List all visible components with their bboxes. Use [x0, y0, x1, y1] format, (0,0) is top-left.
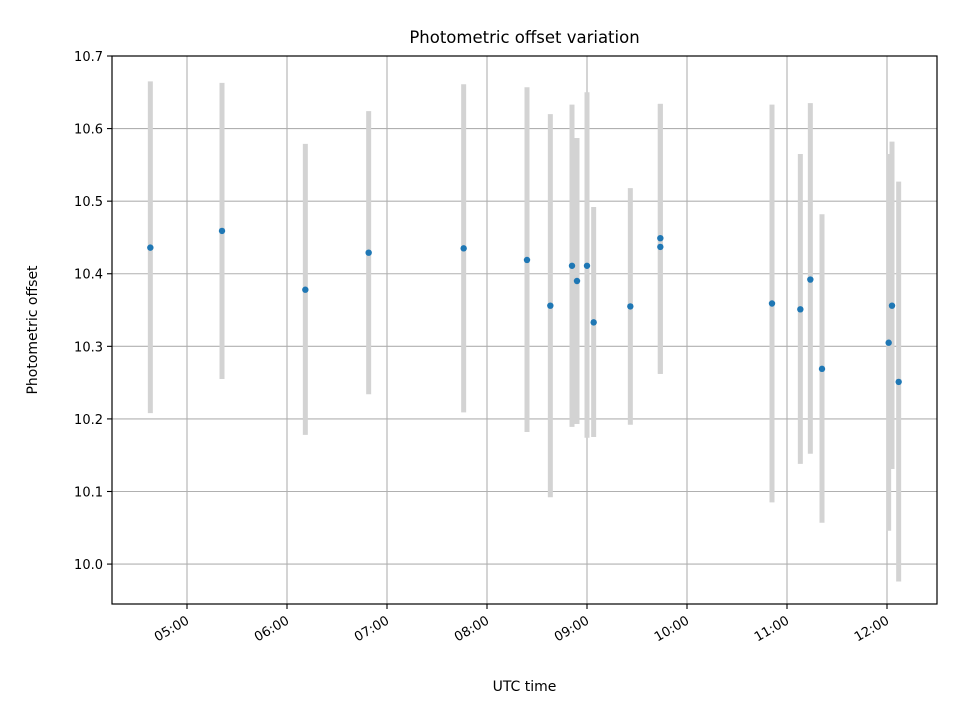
y-tick-label: 10.2 [74, 413, 103, 428]
data-point [568, 262, 576, 269]
y-tick-label: 10.3 [74, 340, 103, 355]
data-point [818, 365, 826, 373]
x-tick-label: 06:00 [252, 613, 292, 645]
data-point [147, 244, 154, 251]
data-point [547, 302, 554, 309]
data-point [583, 262, 591, 269]
data-point [895, 378, 902, 386]
data-point [590, 319, 597, 326]
data-point [627, 303, 634, 310]
data-point [523, 256, 531, 264]
data-point [885, 339, 892, 346]
data-point [768, 300, 776, 307]
data-point [797, 306, 804, 313]
data-point [657, 243, 664, 251]
y-tick-label: 10.5 [74, 195, 103, 210]
error-bars [147, 81, 902, 582]
x-tick-label: 09:00 [552, 613, 592, 645]
data-points [147, 227, 902, 386]
x-tick-label: 07:00 [352, 613, 392, 645]
x-tick-label: 11:00 [752, 613, 792, 645]
x-tick-label: 05:00 [152, 613, 192, 645]
data-point [460, 245, 467, 252]
x-axis-title: UTC time [493, 679, 557, 695]
data-point [573, 277, 581, 285]
y-tick-label: 10.1 [74, 485, 103, 500]
x-tick-label: 10:00 [652, 613, 692, 645]
y-tick-label: 10.4 [74, 268, 103, 283]
y-axis-title: Photometric offset [25, 265, 41, 395]
data-point [218, 227, 226, 235]
data-point [365, 249, 372, 256]
x-axis-ticks: 05:00 06:00 07:00 08:00 09:00 10:00 11:00 12:00 [152, 604, 892, 645]
data-point [657, 234, 664, 242]
data-point [807, 276, 814, 283]
data-point [888, 302, 896, 309]
x-tick-label: 12:00 [852, 613, 892, 645]
y-axis-ticks: 10.0 10.1 10.2 10.3 10.4 10.5 10.6 10.7 [74, 50, 112, 573]
chart-title: Photometric offset variation [409, 28, 639, 47]
plot-frame [111, 55, 938, 605]
y-tick-label: 10.0 [74, 558, 103, 573]
data-point [302, 286, 309, 293]
x-tick-label: 08:00 [452, 613, 492, 645]
y-tick-label: 10.6 [74, 123, 103, 138]
y-tick-label: 10.7 [74, 50, 103, 65]
